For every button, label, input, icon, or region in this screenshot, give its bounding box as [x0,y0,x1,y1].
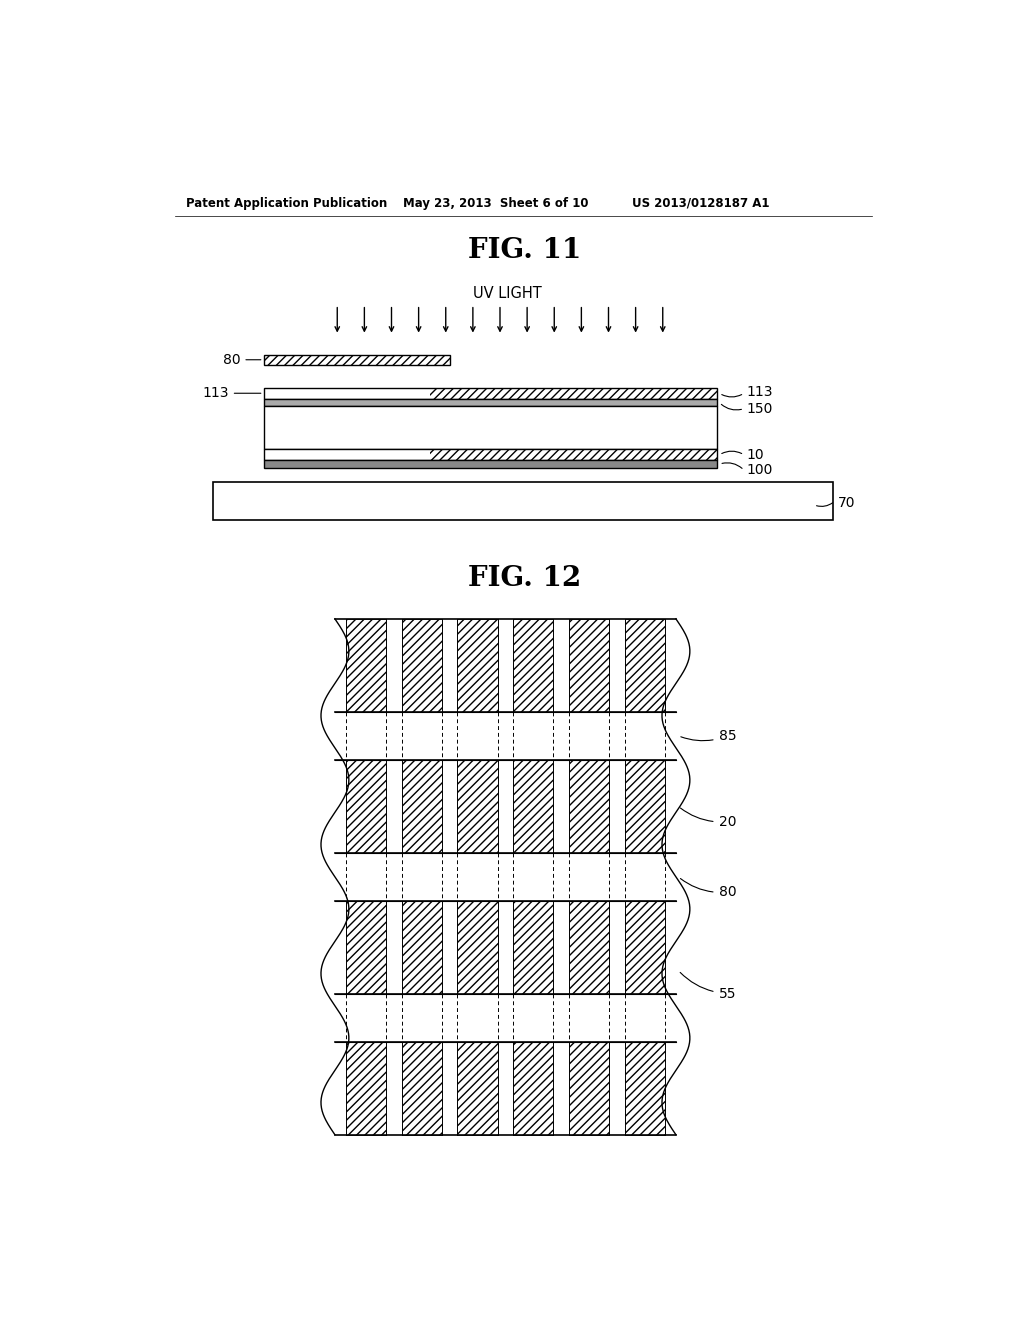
Bar [263,355,450,364]
Bar [346,900,386,994]
Text: 80: 80 [680,879,736,899]
Text: UV LIGHT: UV LIGHT [473,285,542,301]
Bar [263,399,717,407]
Text: 85: 85 [681,729,736,743]
Bar [458,760,498,853]
Bar [513,760,554,853]
Text: 10: 10 [746,447,764,462]
Bar [401,619,442,711]
Bar [263,407,717,449]
Text: 20: 20 [680,808,736,829]
Bar [625,760,665,853]
Text: US 2013/0128187 A1: US 2013/0128187 A1 [632,197,769,210]
Bar [513,900,554,994]
Bar [401,900,442,994]
Bar [625,619,665,711]
Bar [569,1041,609,1135]
Text: 55: 55 [680,973,736,1001]
Bar [513,1041,554,1135]
Text: FIG. 12: FIG. 12 [468,565,582,591]
Bar [401,760,442,853]
Text: 150: 150 [746,401,773,416]
Bar [625,1041,665,1135]
Bar [263,388,717,399]
Bar [346,1041,386,1135]
Text: May 23, 2013  Sheet 6 of 10: May 23, 2013 Sheet 6 of 10 [403,197,589,210]
Bar [263,449,717,461]
Bar [625,900,665,994]
Bar [458,1041,498,1135]
Text: 113: 113 [203,387,261,400]
Bar [346,619,386,711]
Bar [569,619,609,711]
Bar [346,760,386,853]
Bar [263,461,717,469]
Text: 113: 113 [746,384,773,399]
Bar [213,482,834,520]
Bar [430,388,717,399]
Bar [513,619,554,711]
Text: 70: 70 [838,495,855,510]
Bar [569,760,609,853]
Bar [569,900,609,994]
Bar [401,1041,442,1135]
Bar [263,355,450,364]
Text: Patent Application Publication: Patent Application Publication [186,197,387,210]
Bar [430,449,717,461]
Bar [458,900,498,994]
Bar [458,619,498,711]
Text: 80: 80 [223,352,261,367]
Text: FIG. 11: FIG. 11 [468,238,582,264]
Text: 100: 100 [746,463,773,478]
